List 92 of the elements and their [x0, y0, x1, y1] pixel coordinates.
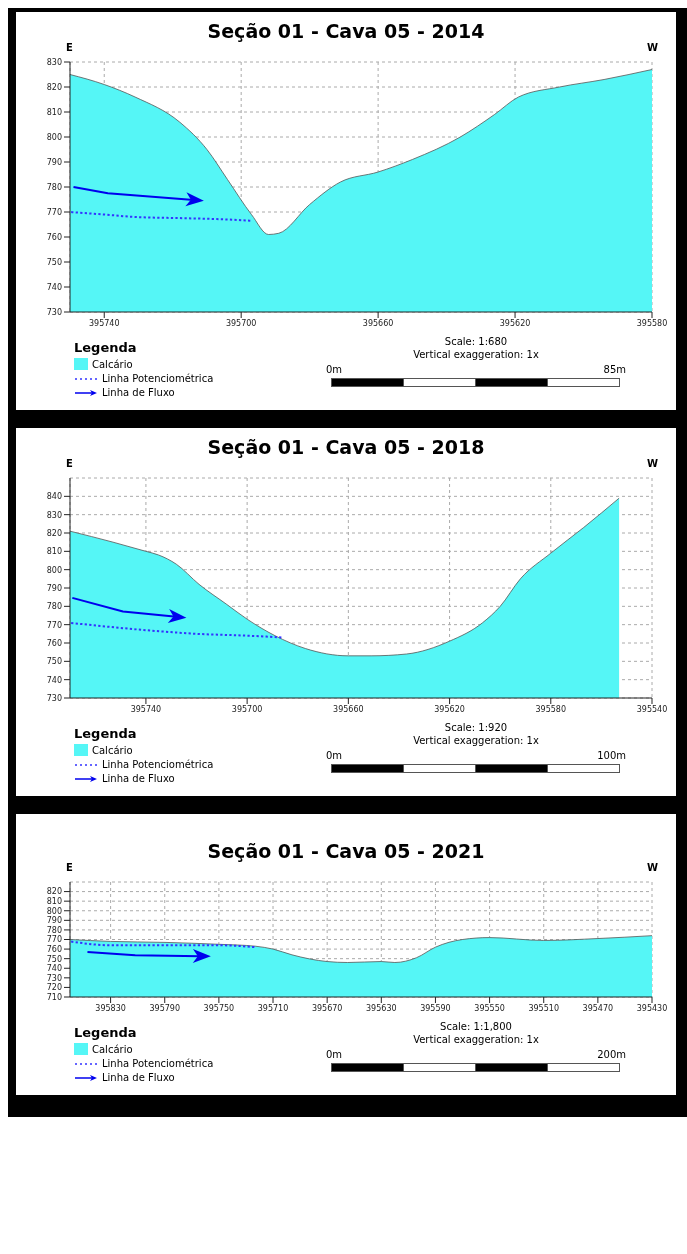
line-series: [70, 211, 253, 222]
text: W: [646, 42, 658, 53]
y-tick-label: 840: [46, 492, 62, 502]
y-tick-label: 770: [46, 620, 62, 630]
text: Scale: 1:680: [443, 336, 509, 347]
legend-title: Legenda: [74, 340, 138, 355]
text: 85m: [603, 364, 626, 375]
y-tick-label: 730: [46, 307, 62, 317]
x-tick-label: 395430: [636, 1003, 668, 1013]
text: 0m: [326, 750, 343, 761]
y-tick-label: 760: [46, 944, 62, 954]
x-tick-label: 395790: [149, 1003, 181, 1013]
x-tick-label: 395710: [257, 1003, 289, 1013]
text: W: [646, 458, 658, 469]
text: Scale: 1:920: [443, 722, 509, 733]
y-tick-label: 760: [46, 638, 62, 648]
y-tick-label: 750: [46, 257, 62, 267]
text: Linha de Fluxo: [102, 1072, 175, 1083]
y-tick-label: 790: [46, 916, 62, 926]
y-tick-label: 730: [46, 693, 62, 703]
x-tick-label: 395700: [225, 318, 257, 328]
chart-title: Seção 01 - Cava 05 - 2021: [206, 840, 486, 862]
x-tick-label: 395700: [231, 704, 263, 714]
y-tick-label: 770: [46, 935, 62, 945]
x-tick-label: 395750: [203, 1003, 235, 1013]
y-tick-label: 740: [46, 964, 62, 974]
y-tick-label: 790: [46, 157, 62, 167]
legend-label: Linha Potenciométrica: [102, 373, 214, 384]
y-tick-label: 800: [46, 565, 62, 575]
y-tick-label: 800: [46, 132, 62, 142]
y-tick-label: 780: [46, 602, 62, 612]
legend-label: Linha Potenciométrica: [102, 759, 214, 770]
text: 0m: [326, 364, 343, 375]
x-tick-label: 395670: [311, 1003, 343, 1013]
y-tick-label: 760: [46, 232, 62, 242]
chart-title: Seção 01 - Cava 05 - 2018: [206, 436, 486, 458]
text: Vertical exaggeration: 1x: [412, 1034, 540, 1045]
y-tick-label: 750: [46, 954, 62, 964]
line-series: [70, 621, 284, 639]
y-tick-label: 730: [46, 973, 62, 983]
text: 200m: [597, 1049, 626, 1060]
y-tick-label: 770: [46, 207, 62, 217]
y-tick-label: 750: [46, 657, 62, 667]
x-tick-label: 395540: [636, 704, 668, 714]
x-tick-label: 395620: [434, 704, 465, 714]
y-tick-label: 790: [46, 583, 62, 593]
x-tick-label: 395580: [535, 704, 567, 714]
x-tick-label: 395550: [474, 1003, 505, 1013]
y-tick-label: 780: [46, 182, 62, 192]
legend-title: Legenda: [74, 1025, 138, 1040]
chart-title: Seção 01 - Cava 05 - 2014: [206, 20, 486, 42]
legend-title: Legenda: [74, 726, 138, 741]
y-tick-label: 720: [46, 983, 62, 993]
text: 100m: [597, 750, 626, 761]
text: Vertical exaggeration: 1x: [412, 735, 540, 746]
x-tick-label: 395740: [130, 704, 162, 714]
x-tick-label: 395830: [95, 1003, 126, 1013]
y-tick-label: 740: [46, 675, 62, 685]
text: Vertical exaggeration: 1x: [412, 349, 540, 360]
text: Scale: 1:1,800: [439, 1021, 513, 1032]
legend-label: Calcário: [92, 744, 133, 756]
y-tick-label: 740: [46, 282, 62, 292]
x-tick-label: 395580: [636, 318, 668, 328]
y-tick-label: 780: [46, 925, 62, 935]
x-tick-label: 395470: [582, 1003, 614, 1013]
x-tick-label: 395590: [420, 1003, 451, 1013]
y-tick-label: 710: [46, 992, 62, 1002]
x-tick-label: 395620: [499, 318, 531, 328]
text: Linha de Fluxo: [102, 773, 175, 784]
y-tick-label: 800: [46, 906, 62, 916]
y-tick-label: 810: [46, 897, 62, 907]
x-tick-label: 395510: [528, 1003, 559, 1013]
text: E: [66, 42, 73, 53]
legend-label: Linha Potenciométrica: [102, 1058, 214, 1069]
y-tick-label: 830: [46, 57, 62, 67]
x-tick-label: 395660: [362, 318, 394, 328]
y-tick-label: 820: [46, 528, 62, 538]
y-tick-label: 820: [46, 887, 62, 897]
y-tick-label: 810: [46, 107, 62, 117]
text: W: [646, 862, 658, 873]
text: E: [66, 458, 73, 469]
legend-label: Calcário: [92, 1043, 133, 1055]
x-tick-label: 395630: [366, 1003, 397, 1013]
y-tick-label: 830: [46, 510, 62, 520]
text: 0m: [326, 1049, 343, 1060]
legend-label: Calcário: [92, 358, 133, 370]
text: E: [66, 862, 73, 873]
y-tick-label: 810: [46, 547, 62, 557]
x-tick-label: 395740: [88, 318, 120, 328]
x-tick-label: 395660: [333, 704, 364, 714]
y-tick-label: 820: [46, 82, 62, 92]
text: Linha de Fluxo: [102, 387, 175, 398]
